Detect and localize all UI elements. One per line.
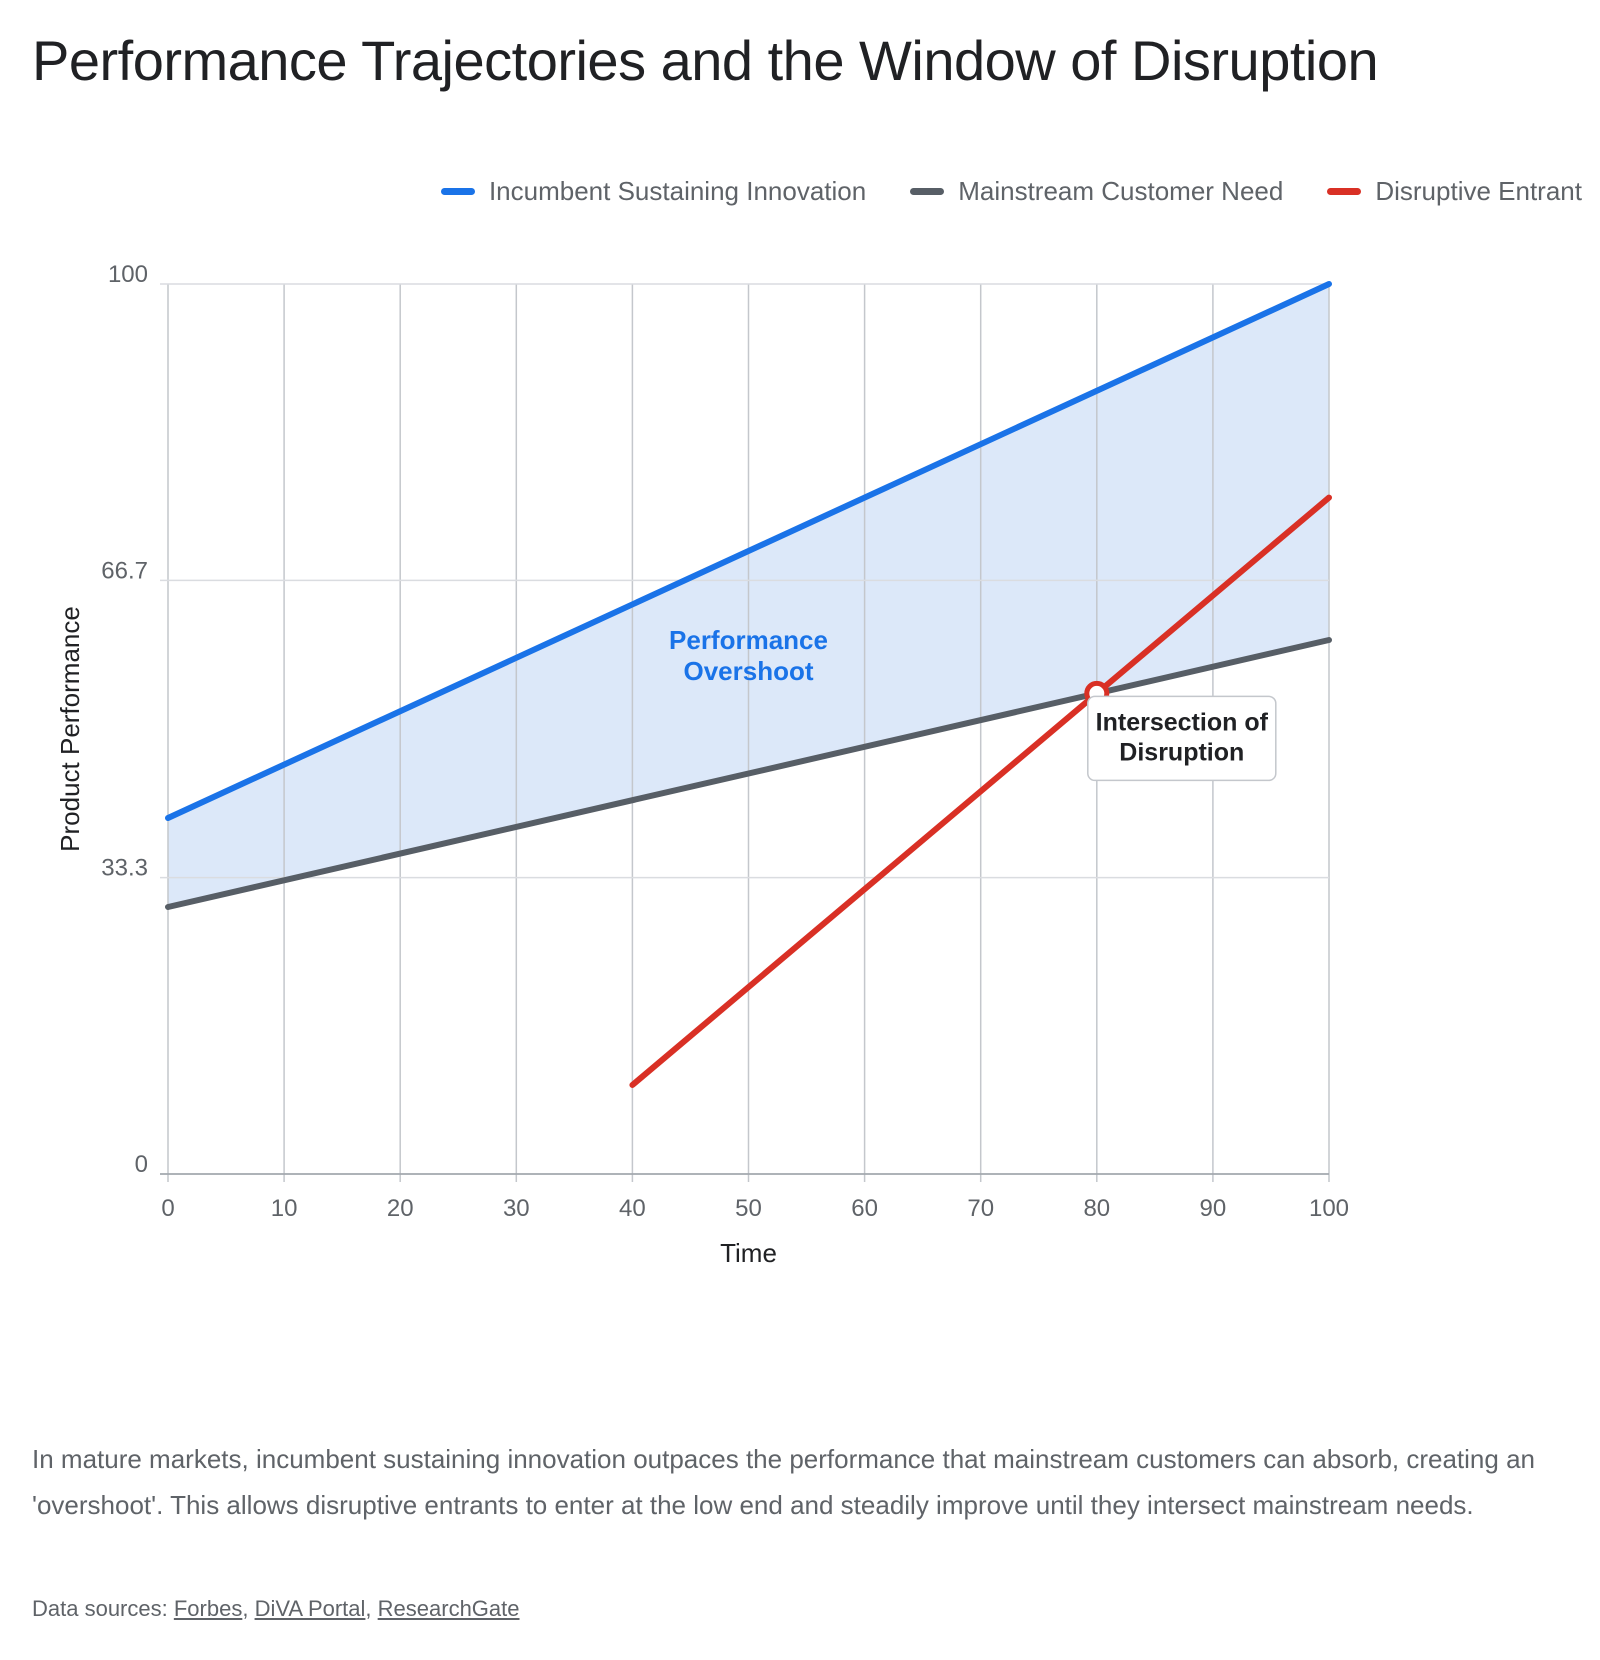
x-tick-label: 30 bbox=[503, 1195, 530, 1222]
x-tick-label: 20 bbox=[387, 1195, 414, 1222]
x-tick-label: 60 bbox=[851, 1195, 878, 1222]
legend-item: Incumbent Sustaining Innovation bbox=[440, 176, 867, 207]
y-tick-label: 33.3 bbox=[101, 855, 148, 882]
x-tick-label: 90 bbox=[1200, 1195, 1227, 1222]
intersection-callout-box bbox=[1087, 695, 1277, 782]
intersection-callout-label: Disruption bbox=[1119, 738, 1244, 766]
source-link-researchgate[interactable]: ResearchGate bbox=[377, 1596, 520, 1621]
y-tick-label: 100 bbox=[108, 261, 148, 288]
intersection-callout-label: Intersection of bbox=[1096, 708, 1269, 736]
y-axis-title: Product Performance bbox=[55, 606, 85, 852]
x-tick-label: 40 bbox=[619, 1195, 646, 1222]
y-tick-label: 66.7 bbox=[101, 557, 148, 584]
legend-swatch bbox=[440, 188, 475, 195]
legend-item: Mainstream Customer Need bbox=[910, 176, 1283, 207]
x-tick-label: 50 bbox=[735, 1195, 762, 1222]
legend-label: Disruptive Entrant bbox=[1375, 176, 1582, 206]
chart-plot: 0 10 20 30 40 50 60 70 80 90 100 0 33.3 66.7 100 Time Pr… bbox=[55, 261, 1349, 1268]
overshoot-label: Overshoot bbox=[683, 656, 813, 686]
chart-description: In mature markets, incumbent sustaining … bbox=[32, 1444, 1535, 1520]
legend-label: Mainstream Customer Need bbox=[958, 176, 1284, 206]
chart-legend: Incumbent Sustaining Innovation Mainstrea… bbox=[440, 176, 1582, 207]
legend-swatch bbox=[1327, 188, 1362, 195]
x-tick-label: 0 bbox=[161, 1195, 174, 1222]
x-tick-label: 100 bbox=[1309, 1195, 1349, 1222]
x-tick-label: 10 bbox=[271, 1195, 298, 1222]
chart-title: Performance Trajectories and the Window … bbox=[32, 29, 1379, 92]
source-link-forbes[interactable]: Forbes bbox=[173, 1596, 243, 1621]
series-line-mainstream-customer-need bbox=[165, 637, 1332, 910]
x-tick-label: 70 bbox=[967, 1195, 994, 1222]
sources-label: Data sources: bbox=[32, 1596, 174, 1621]
x-axis-title: Time bbox=[720, 1238, 777, 1268]
x-tick-label: 80 bbox=[1083, 1195, 1110, 1222]
legend-item: Disruptive Entrant bbox=[1327, 176, 1582, 207]
series-line-incumbent-sustaining-innovation bbox=[165, 281, 1332, 821]
source-link-diva-portal[interactable]: DiVA Portal bbox=[254, 1596, 366, 1621]
y-tick-label: 0 bbox=[135, 1151, 148, 1178]
legend-swatch bbox=[910, 188, 945, 195]
overshoot-label: Performance bbox=[669, 625, 828, 655]
legend-label: Incumbent Sustaining Innovation bbox=[488, 176, 867, 206]
data-sources: Data sources: Forbes, DiVA Portal, Resea… bbox=[32, 1596, 520, 1621]
series-line-disruptive-entrant bbox=[629, 494, 1332, 1088]
